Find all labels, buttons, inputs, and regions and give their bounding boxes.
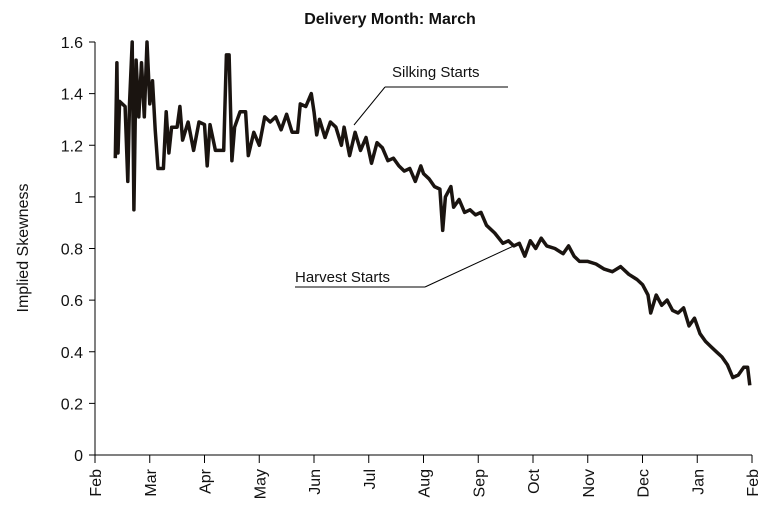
x-tick-label: Jan	[690, 469, 707, 495]
x-tick-label: Dec	[636, 469, 653, 497]
data-line	[113, 40, 752, 386]
x-tick-label: Apr	[198, 468, 215, 494]
annotation-pointer	[424, 242, 521, 288]
y-tick-label: 1	[74, 190, 83, 207]
x-tick-label: Feb	[745, 469, 762, 497]
x-tick-label: Jul	[362, 469, 379, 489]
y-tick-label: 1.2	[61, 138, 83, 155]
x-tick-label: Mar	[143, 468, 160, 496]
chart-title: Delivery Month: March	[304, 11, 476, 28]
y-tick-label: 0	[74, 448, 83, 465]
y-tick-label: 0.8	[61, 242, 83, 259]
y-tick-label: 0.6	[61, 293, 83, 310]
x-tick-label: Sep	[471, 469, 488, 498]
x-tick-label: Nov	[581, 469, 598, 497]
x-tick-label: Jun	[307, 469, 324, 495]
annotation-pointer	[353, 86, 386, 126]
y-axis-label: Implied Skewness	[15, 184, 32, 313]
y-tick-label: 0.2	[61, 396, 83, 413]
annotation: Silking Starts	[392, 64, 480, 81]
x-tick-label: Oct	[526, 468, 543, 493]
x-tick-label: Aug	[417, 469, 434, 497]
y-tick-label: 0.4	[61, 345, 83, 362]
x-tick-label: May	[252, 469, 269, 499]
x-tick-label: Feb	[88, 469, 105, 497]
y-tick-label: 1.4	[61, 87, 83, 104]
annotation: Harvest Starts	[295, 269, 390, 286]
y-tick-label: 1.6	[61, 35, 83, 52]
